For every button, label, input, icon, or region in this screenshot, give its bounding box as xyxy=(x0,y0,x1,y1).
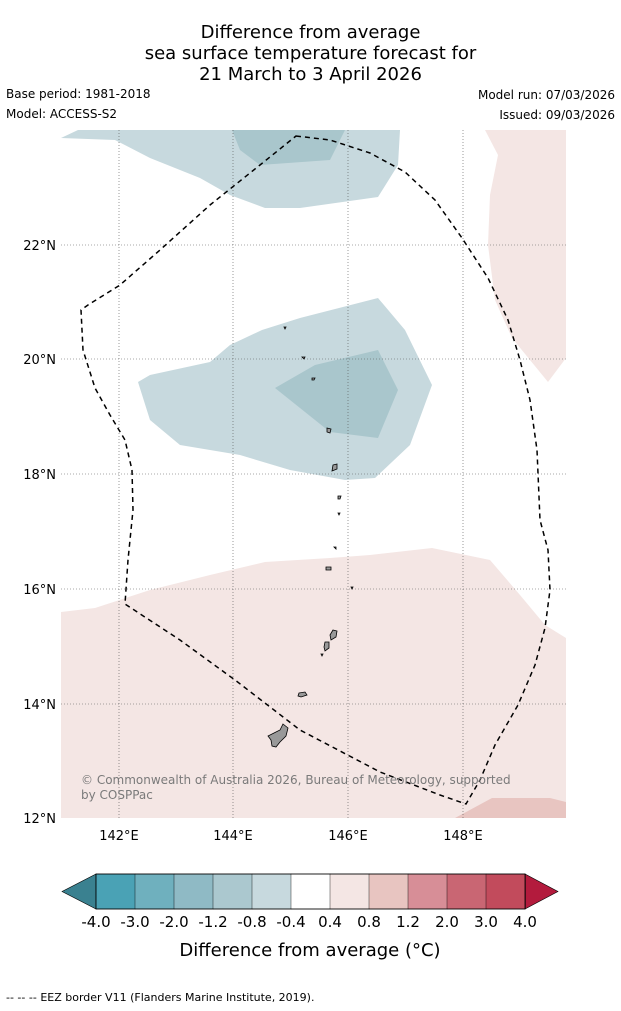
island-maug xyxy=(301,356,306,360)
map-figure: © Commonwealth of Australia 2026, Bureau… xyxy=(23,130,566,961)
colorbar-segment xyxy=(329,873,370,910)
model-name: Model: ACCESS-S2 xyxy=(6,107,118,121)
island-guguan xyxy=(337,512,341,516)
mariana-islands xyxy=(267,326,354,748)
title-line-2: sea surface temperature forecast for xyxy=(144,43,477,64)
colorbar-segment xyxy=(407,873,448,910)
colorbar-title: Difference from average (°C) xyxy=(179,940,440,961)
graticule xyxy=(61,130,566,818)
colorbar-segment xyxy=(290,873,331,910)
colorbar-segment xyxy=(251,873,292,910)
copyright-line-1: © Commonwealth of Australia 2026, Bureau… xyxy=(81,773,511,787)
colorbar-segment xyxy=(485,873,526,910)
latitude-axis: 22°N 20°N 18°N 16°N 14°N 12°N xyxy=(23,239,56,827)
island-farallon-de-pajaros xyxy=(283,326,287,330)
colorbar-segment xyxy=(134,873,175,910)
island-farallon-de-medinilla xyxy=(350,586,354,590)
colorbar-segment xyxy=(368,873,409,910)
colorbar-tick-label: 4.0 xyxy=(513,913,537,931)
island-agrihan xyxy=(326,427,332,434)
colorbar-segment xyxy=(446,873,487,910)
colorbar-segment xyxy=(95,873,136,910)
island-asuncion xyxy=(311,377,316,381)
island-saipan xyxy=(329,629,338,641)
colorbar-tick-labels: -4.0 -3.0 -2.0 -1.2 -0.8 -0.4 0.4 0.8 1.2 2.0 3.0 4… xyxy=(81,913,537,931)
model-run: Model run: 07/03/2026 xyxy=(477,88,615,102)
warm-anomaly-south xyxy=(61,548,566,818)
colorbar-low-extend xyxy=(61,873,97,910)
colorbar-tick-label: -1.2 xyxy=(198,913,227,931)
colorbar: -4.0 -3.0 -2.0 -1.2 -0.8 -0.4 0.4 0.8 1.2 2.0 3.0 4… xyxy=(61,873,559,961)
colorbar-segment xyxy=(212,873,253,910)
island-sarigan xyxy=(333,546,337,550)
eez-legend-text: EEZ border V11 (Flanders Marine Institut… xyxy=(40,991,315,1004)
colorbar-segments xyxy=(95,873,526,910)
colorbar-tick-label: -0.8 xyxy=(237,913,266,931)
issued-date: Issued: 09/03/2026 xyxy=(499,108,615,122)
map-title: Difference from average sea surface temp… xyxy=(0,22,621,85)
island-pagan xyxy=(331,463,338,472)
lat-label-12n: 12°N xyxy=(23,812,56,827)
title-line-3: 21 March to 3 April 2026 xyxy=(199,64,422,85)
colorbar-tick-label: -3.0 xyxy=(120,913,149,931)
map-panel: © Commonwealth of Australia 2026, Bureau… xyxy=(61,130,566,818)
cool-anomaly-middle-core xyxy=(275,350,398,438)
island-aguijan xyxy=(320,653,324,657)
lat-label-16n: 16°N xyxy=(23,583,56,598)
lon-label-148e: 148°E xyxy=(443,829,483,844)
island-alamagan xyxy=(337,495,342,500)
warm-anomaly-south-core xyxy=(455,798,566,818)
colorbar-tick-label: 0.4 xyxy=(318,913,342,931)
colorbar-tick-label: 3.0 xyxy=(474,913,498,931)
island-anatahan xyxy=(325,566,332,571)
colorbar-tick-label: -0.4 xyxy=(276,913,305,931)
warm-anomaly-east xyxy=(485,130,566,382)
title-line-1: Difference from average xyxy=(200,22,421,43)
colorbar-tick-label: 2.0 xyxy=(435,913,459,931)
eez-legend-symbol: -- -- -- xyxy=(6,991,37,1004)
colorbar-tick-label: 1.2 xyxy=(396,913,420,931)
lon-label-146e: 146°E xyxy=(328,829,368,844)
lat-label-20n: 20°N xyxy=(23,353,56,368)
colorbar-segment xyxy=(173,873,214,910)
colorbar-tick-label: -4.0 xyxy=(81,913,110,931)
lat-label-14n: 14°N xyxy=(23,698,56,713)
base-period: Base period: 1981-2018 xyxy=(6,87,151,101)
copyright-line-2: by COSPPac xyxy=(81,788,153,802)
colorbar-tick-label: -2.0 xyxy=(159,913,188,931)
longitude-axis: 142°E 144°E 146°E 148°E xyxy=(99,829,483,844)
colorbar-frame xyxy=(95,873,526,910)
lon-label-144e: 144°E xyxy=(213,829,253,844)
eez-border xyxy=(80,135,551,805)
island-tinian xyxy=(323,641,330,652)
footer-legend: -- -- -- EEZ border V11 (Flanders Marine… xyxy=(6,991,314,1004)
lon-label-142e: 142°E xyxy=(99,829,139,844)
island-rota xyxy=(297,691,308,698)
lat-label-22n: 22°N xyxy=(23,239,56,254)
island-guam xyxy=(267,723,289,748)
colorbar-high-extend xyxy=(524,873,559,910)
lat-label-18n: 18°N xyxy=(23,468,56,483)
colorbar-tick-label: 0.8 xyxy=(357,913,381,931)
